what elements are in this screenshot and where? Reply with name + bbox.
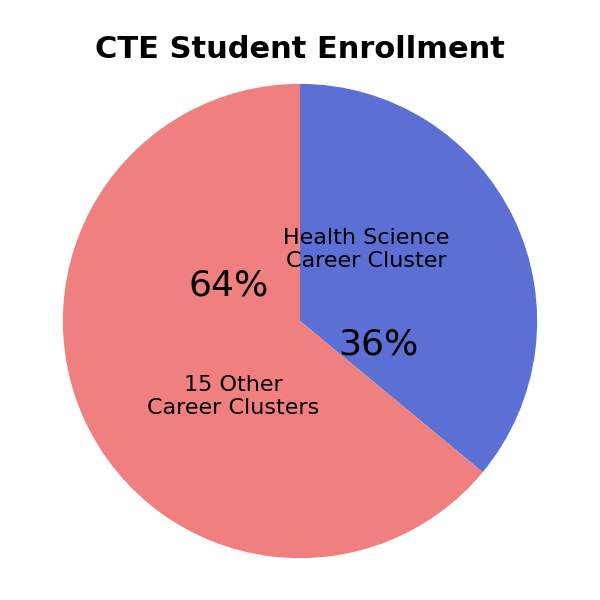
Title: CTE Student Enrollment: CTE Student Enrollment [95, 35, 505, 64]
Text: 36%: 36% [338, 328, 418, 362]
Text: 15 Other
Career Clusters: 15 Other Career Clusters [148, 375, 320, 418]
Text: 64%: 64% [188, 268, 269, 302]
Text: Health Science
Career Cluster: Health Science Career Cluster [283, 228, 449, 271]
Wedge shape [300, 84, 537, 472]
Wedge shape [63, 84, 483, 558]
